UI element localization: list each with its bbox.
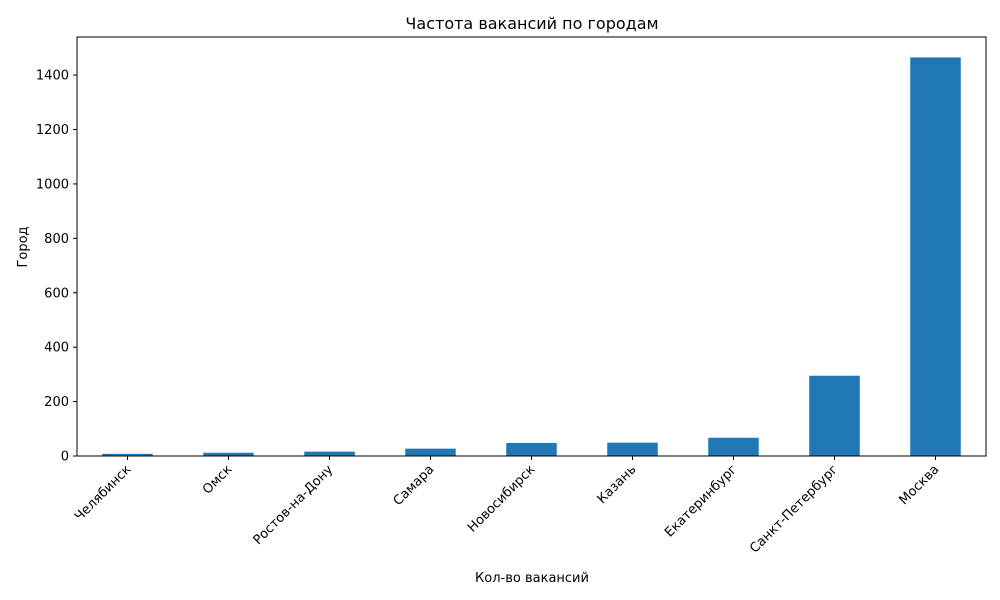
bar [708,437,759,456]
bar [607,442,658,456]
bars-group [102,57,961,456]
x-tick-label: Санкт-Петербург [747,462,841,556]
x-tick-label: Екатеринбург [662,462,740,540]
x-axis-label: Кол-во вакансий [475,571,589,586]
bar [910,57,961,456]
x-tick-label: Омск [200,462,235,497]
y-tick-label: 200 [44,395,69,410]
y-tick-label: 600 [44,286,69,301]
y-tick-label: 800 [44,232,69,247]
y-tick-label: 1400 [36,69,69,84]
bar [102,453,153,456]
x-tick-label: Новосибирск [465,462,538,535]
y-axis: 0 200 400 600 800 1000 1200 1400 [36,69,77,465]
chart-title: Частота вакансий по городам [405,14,658,33]
x-tick-label: Казань [595,462,640,507]
bar [203,452,254,456]
bar [304,451,355,456]
x-axis: Челябинск Омск Ростов-на-Дону Самара Новосиб… [72,456,942,556]
bar [405,448,456,456]
y-tick-label: 1000 [36,177,69,192]
y-tick-label: 400 [44,341,69,356]
y-axis-label: Город [16,226,31,267]
y-tick-label: 0 [61,450,69,465]
x-tick-label: Челябинск [72,462,134,524]
bar [809,375,860,456]
bar [506,442,557,456]
y-tick-label: 1200 [36,123,69,138]
x-tick-label: Самара [391,462,438,509]
x-tick-label: Ростов-на-Дону [251,462,337,548]
x-tick-label: Москва [896,462,942,508]
